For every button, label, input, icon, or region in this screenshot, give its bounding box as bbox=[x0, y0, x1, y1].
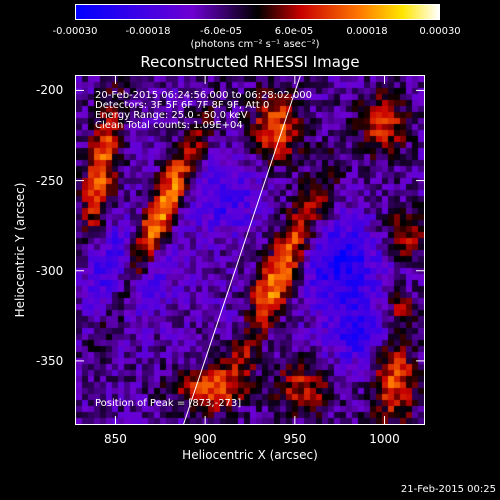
y-tick-label: -350 bbox=[36, 353, 64, 368]
plot-overlay bbox=[76, 76, 424, 424]
x-tick-label: 950 bbox=[283, 432, 307, 446]
x-axis-label: Heliocentric X (arcsec) bbox=[182, 448, 318, 462]
solar-limb-line bbox=[183, 76, 301, 424]
energy-range-label: Energy Range: 25.0 - 50.0 keV bbox=[95, 110, 248, 121]
x-axis-ticks bbox=[114, 76, 386, 424]
footer-timestamp: 21-Feb-2015 00:25 bbox=[400, 484, 496, 495]
colorbar-tick-label: 0.00030 bbox=[419, 26, 461, 37]
clean-counts-label: Clean Total counts: 1.09E+04 bbox=[95, 120, 243, 131]
colorbar-tick-label: -0.00030 bbox=[52, 26, 98, 37]
colorbar-units: (photons cm⁻² s⁻¹ asec⁻²) bbox=[190, 39, 320, 50]
plot-area bbox=[75, 75, 425, 425]
detectors-label: Detectors: 3F 5F 6F 7F 8F 9F, Att 0 bbox=[95, 100, 270, 111]
x-tick-label: 850 bbox=[104, 432, 127, 446]
chart-title: Reconstructed RHESSI Image bbox=[140, 53, 360, 71]
colorbar-tick-label: -0.00018 bbox=[125, 26, 171, 37]
time-range-label: 20-Feb-2015 06:24:56.000 to 06:28:02.000 bbox=[95, 90, 313, 101]
y-tick-label: -250 bbox=[36, 173, 64, 188]
colorbar-tick-label: 0.00018 bbox=[346, 26, 388, 37]
colorbar bbox=[75, 4, 440, 20]
peak-position-label: Position of Peak = [873,-273] bbox=[95, 398, 242, 409]
y-axis-label: Heliocentric Y (arcsec) bbox=[13, 182, 27, 318]
x-tick-label: 1000 bbox=[369, 432, 400, 446]
y-tick-label: -200 bbox=[36, 83, 64, 98]
y-tick-label: -300 bbox=[36, 263, 64, 278]
y-axis-ticks bbox=[76, 89, 424, 362]
colorbar-tick-label: 6.0e-05 bbox=[274, 26, 314, 37]
heatmap-image bbox=[76, 76, 424, 424]
colorbar-tick-label: -6.0e-05 bbox=[200, 26, 242, 37]
x-tick-label: 900 bbox=[193, 432, 217, 446]
